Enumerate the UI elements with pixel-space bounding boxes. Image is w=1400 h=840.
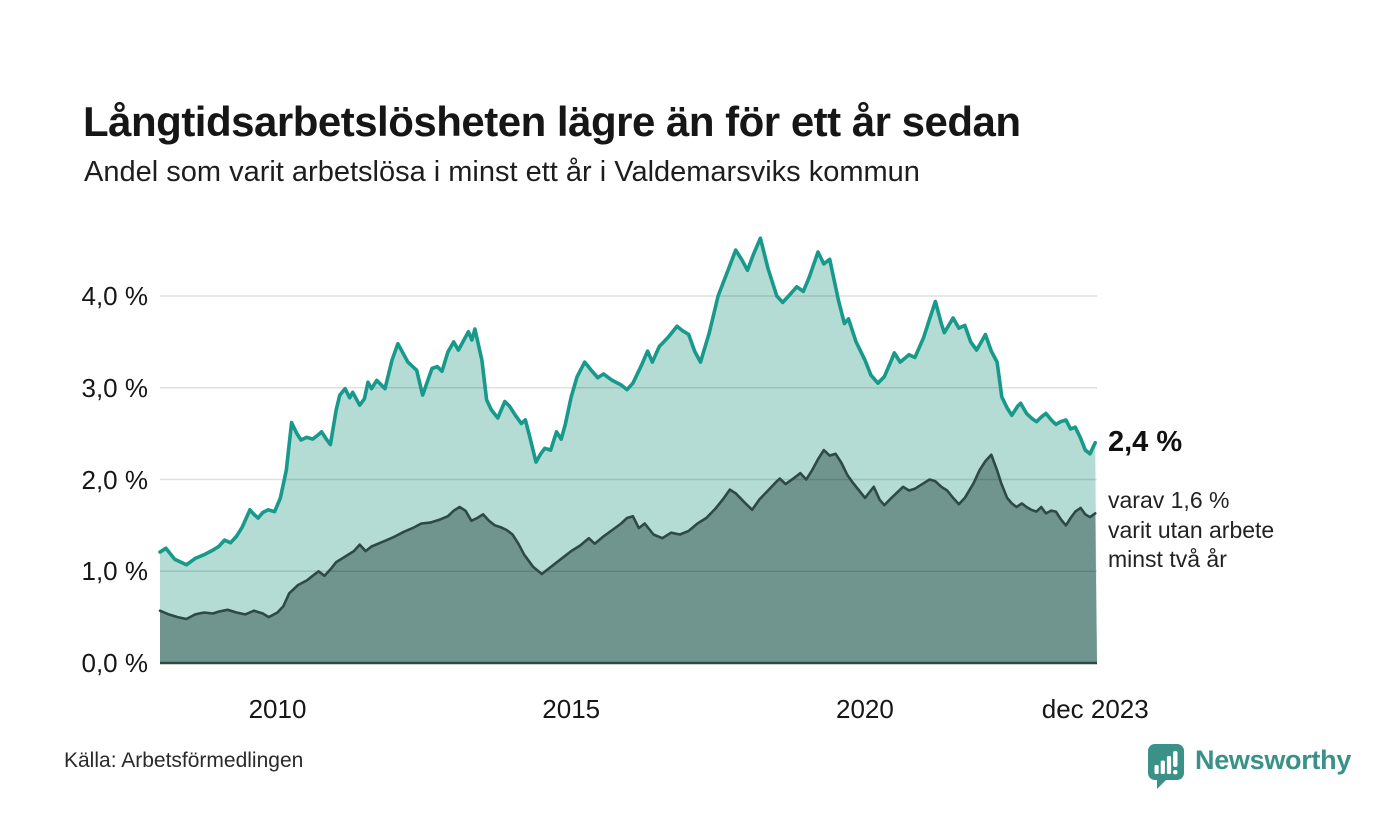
source-text: Källa: Arbetsförmedlingen: [64, 749, 304, 772]
x-axis-tick-label: 2010: [248, 694, 307, 724]
latest-value-detail: varav 1,6 % varit utan arbete minst två …: [1108, 486, 1274, 575]
latest-value-label: 2,4 %: [1108, 426, 1183, 458]
y-axis-tick-label: 2,0 %: [81, 464, 149, 495]
x-axis-tick-label: dec 2023: [1041, 694, 1149, 724]
newsworthy-logo: Newsworthy: [1146, 742, 1351, 795]
newsworthy-bubble-chart-icon: [1146, 742, 1186, 795]
detail-line-2: varit utan arbete: [1108, 516, 1275, 543]
detail-line-3: minst två år: [1108, 546, 1227, 572]
y-axis-tick-label: 0,0 %: [81, 648, 149, 678]
x-axis-tick-label: 2020: [836, 694, 894, 724]
y-axis-tick-label: 1,0 %: [81, 556, 149, 587]
detail-line-1: varav 1,6 %: [1108, 487, 1230, 513]
page-subtitle: Andel som varit arbetslösa i minst ett å…: [84, 156, 920, 188]
y-axis-tick-label: 4,0 %: [81, 281, 149, 311]
area-fill-series-2: [160, 450, 1097, 663]
page-title: Långtidsarbetslösheten lägre än för ett …: [83, 98, 1021, 146]
newsworthy-logo-text: Newsworthy: [1195, 745, 1352, 775]
x-axis-tick-label: 2015: [542, 694, 601, 724]
trend-line-series-1: [158, 236, 1097, 567]
y-axis-tick-label: 3,0 %: [81, 372, 149, 403]
trend-line-series-2: [158, 448, 1097, 621]
